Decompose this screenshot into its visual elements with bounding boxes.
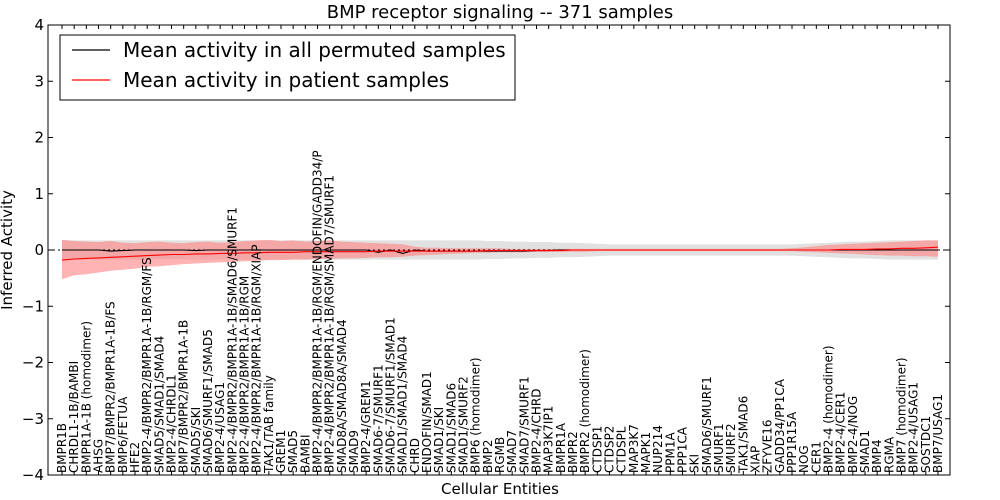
category-label: BMP2-4/CHRD	[530, 389, 544, 473]
category-label: CTDSP1	[590, 426, 604, 473]
category-label: BMP2-4/CER1	[834, 392, 848, 473]
category-label: BMP2-4/BMPR2/BMPR1A-1B/RGM/SMAD7/SMURF1	[323, 175, 337, 473]
category-label: BMPR2 (homodimer)	[578, 349, 592, 473]
category-label: SMAD8A/SMAD8A/SMAD4	[335, 319, 349, 473]
legend: Mean activity in all permuted samples Me…	[59, 34, 516, 101]
category-label: BMPR2	[566, 431, 580, 473]
category-label: BMP6/FETUA	[116, 396, 130, 473]
legend-label-permuted: Mean activity in all permuted samples	[123, 38, 506, 62]
category-label: BMPR1B	[55, 423, 69, 473]
category-label: CTDSPL	[615, 426, 629, 473]
category-label: SMAD6/SMURF1/SMAD5	[201, 329, 215, 473]
category-label: SMAD5/SKI	[189, 407, 203, 473]
category-label: BMPR1A	[554, 422, 568, 473]
category-label: BMP2-4 (homodimer)	[822, 345, 836, 473]
category-label: SMAD6-7/SMURF1/SMAD1	[384, 317, 398, 473]
category-label: BMP7/BMPR2/BMPR1A-1B	[177, 320, 191, 473]
category-label: SMAD6-7/SMURF1	[371, 364, 385, 473]
category-label: PPM1A	[663, 432, 677, 473]
category-label: SMAD7	[505, 430, 519, 473]
y-tick-label: 4	[34, 16, 44, 34]
category-label: BMP2-4/BMPR2/BMPR1A-1B/SMAD6/SMURF1	[225, 207, 239, 473]
category-label: CTDSP2	[603, 426, 617, 473]
category-label: NOG	[797, 445, 811, 473]
legend-box	[59, 34, 516, 101]
y-tick-label: −3	[22, 410, 44, 428]
category-label: BMP2-4/BMPR2/BMPR1A-1B/RGM/FS	[140, 257, 154, 473]
category-label: HFE2	[128, 442, 142, 473]
category-label: BMP6 (homodimer)	[469, 357, 483, 473]
category-label: BAMBI	[298, 434, 312, 473]
category-label: SMAD9	[347, 430, 361, 473]
category-label: SOSTDC1	[919, 416, 933, 473]
y-axis-ticks: −4 −3 −2 −1 0 1 2 3 4	[22, 16, 950, 484]
y-tick-label: −2	[22, 354, 44, 372]
category-label: BMPR1A-1B (homodimer)	[79, 321, 93, 473]
category-label: ENDOFIN/SMAD1	[420, 371, 434, 473]
category-label: SMAD1/SMAD6	[444, 383, 458, 473]
legend-label-patient: Mean activity in patient samples	[123, 68, 449, 92]
category-label: CHRD	[408, 438, 422, 473]
category-label: BMP2-4/CHRDL1	[165, 374, 179, 473]
y-tick-label: −1	[22, 297, 44, 315]
x-axis-ticks	[61, 25, 939, 475]
category-label: SMAD1/SMURF2	[457, 376, 471, 473]
category-label: BMP2-4/NOG	[846, 396, 860, 473]
y-tick-label: 3	[34, 72, 44, 90]
category-label: SMAD1/SKI	[432, 407, 446, 473]
category-label: SMURF1	[712, 423, 726, 473]
category-label: SKI	[688, 454, 702, 473]
category-label: SMURF2	[724, 423, 738, 473]
category-label: BMP7/BMPR2/BMPR1A-1B/FS	[104, 301, 118, 473]
category-label: BMP2	[481, 440, 495, 473]
y-tick-label: −4	[22, 466, 44, 484]
category-label: BMP2-4/BMPR2/BMPR1A-1B/RGM/ENDOFIN/GADD3…	[311, 150, 325, 473]
y-tick-label: 2	[34, 129, 44, 147]
patient-mean-line	[61, 246, 939, 261]
category-label: SMAD5	[286, 430, 300, 473]
category-label: BMP2-4/BMPR2/BMPR1A-1B/RGM/XIAP	[250, 244, 264, 473]
category-label: BMP2-4/USAG1	[213, 382, 227, 473]
category-label: BMP2-4/USAG1	[907, 382, 921, 473]
category-label: PPP1CA	[676, 426, 690, 473]
category-label: ZFYVE16	[761, 419, 775, 473]
category-label: BMP7/USAG1	[931, 394, 945, 473]
plot-area	[48, 239, 950, 280]
category-label: MAP3K7IP1	[542, 406, 556, 473]
category-label: MAPK1	[639, 432, 653, 473]
category-label: BMP4	[870, 440, 884, 473]
category-label: RGMB	[493, 437, 507, 473]
category-label: BMP7 (homodimer)	[895, 357, 909, 473]
category-label: SMAD5/SMAD1/SMAD4	[152, 336, 166, 473]
category-label: BMP2-4/BMPR2/BMPR1A-1B/RGM	[238, 276, 252, 473]
x-axis-label: Cellular Entities	[441, 480, 559, 498]
category-label: TAK1/SMAD6	[736, 396, 750, 474]
category-label: PPP1R15A	[785, 411, 799, 473]
category-label: RGMA	[882, 436, 896, 473]
category-label: GADD34/PP1CA	[773, 378, 787, 473]
y-tick-label: 0	[34, 241, 44, 259]
category-label: BMP2-4/GREM1	[359, 380, 373, 473]
category-label: CHRDL1-1B/BAMBI	[67, 361, 81, 473]
category-label: TAK1/TAB family	[262, 375, 276, 474]
category-label: SMAD6/SMURF1	[700, 376, 714, 473]
category-label: CER1	[809, 441, 823, 473]
category-label: AHSG	[92, 439, 106, 473]
category-label: NUP214	[651, 425, 665, 473]
category-label: GREM1	[274, 430, 288, 473]
y-axis-label: Inferred Activity	[0, 190, 16, 310]
chart-title: BMP receptor signaling -- 371 samples	[327, 2, 674, 23]
category-label: SMAD1/SMAD1/SMAD4	[396, 336, 410, 473]
y-tick-label: 1	[34, 185, 44, 203]
category-label: SMAD1	[858, 430, 872, 473]
category-label: MAP3K7	[627, 424, 641, 473]
category-label: XIAP	[749, 446, 763, 473]
plot-frame	[47, 24, 951, 476]
category-label: SMAD7/SMURF1	[517, 376, 531, 473]
